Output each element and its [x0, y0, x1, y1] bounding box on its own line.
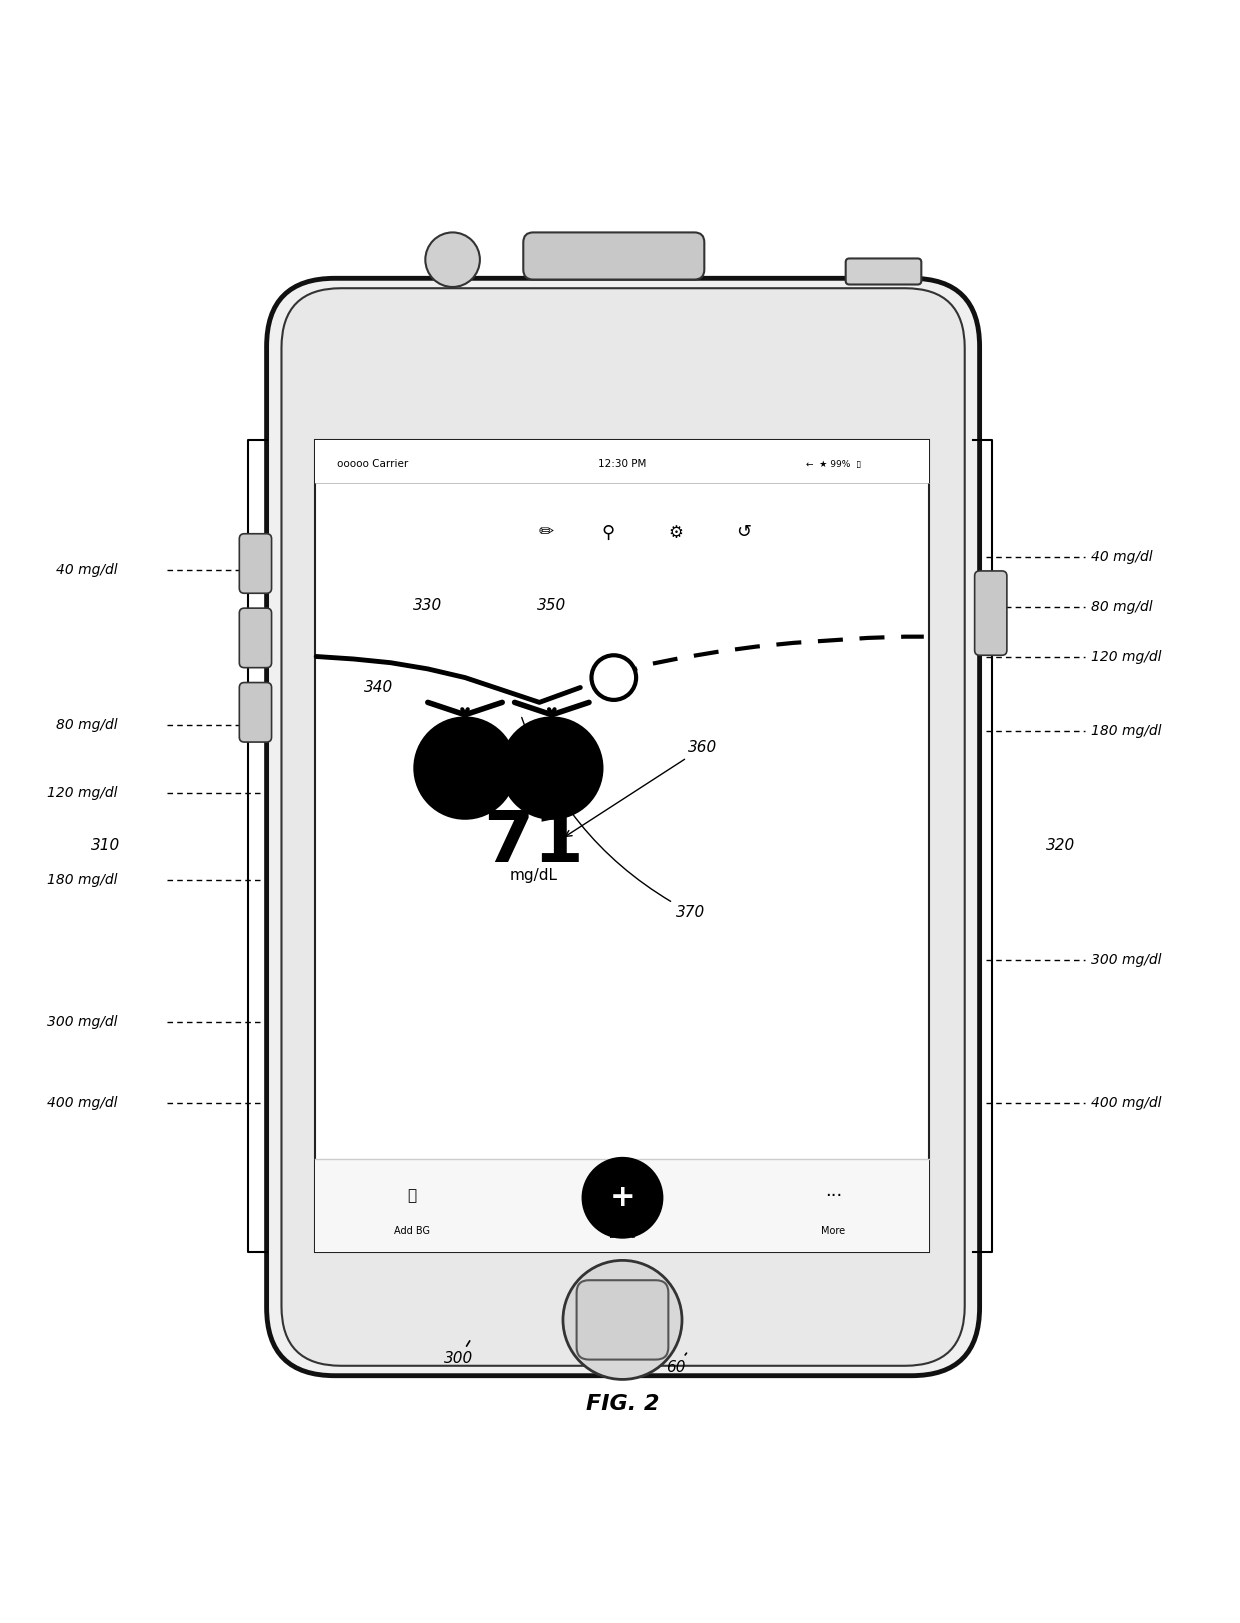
- Text: 350: 350: [537, 599, 567, 613]
- Text: mg/dL: mg/dL: [510, 868, 557, 883]
- FancyBboxPatch shape: [281, 289, 965, 1367]
- FancyBboxPatch shape: [846, 258, 921, 284]
- Text: 340: 340: [363, 680, 393, 695]
- Text: ⚲: ⚲: [601, 524, 614, 542]
- Text: ooooo Carrier: ooooo Carrier: [337, 459, 408, 469]
- FancyBboxPatch shape: [239, 609, 272, 667]
- Circle shape: [591, 656, 636, 700]
- Text: Add BG: Add BG: [393, 1227, 430, 1237]
- Text: 80 mg/dl: 80 mg/dl: [56, 717, 118, 732]
- Text: 300: 300: [444, 1341, 474, 1367]
- Text: 71: 71: [482, 808, 584, 876]
- Text: +: +: [610, 1183, 635, 1212]
- Text: 300 mg/dl: 300 mg/dl: [47, 1016, 118, 1029]
- Text: 12:30 PM: 12:30 PM: [598, 459, 647, 469]
- FancyBboxPatch shape: [523, 232, 704, 279]
- FancyBboxPatch shape: [315, 440, 929, 484]
- FancyBboxPatch shape: [315, 440, 929, 1251]
- FancyBboxPatch shape: [267, 278, 980, 1376]
- Text: More: More: [821, 1227, 846, 1237]
- FancyBboxPatch shape: [239, 683, 272, 742]
- Text: ···: ···: [825, 1186, 842, 1204]
- Text: 120 mg/dl: 120 mg/dl: [47, 786, 118, 800]
- Circle shape: [415, 719, 515, 818]
- Text: FIG. 2: FIG. 2: [585, 1394, 660, 1414]
- FancyBboxPatch shape: [975, 571, 1007, 656]
- Text: ↺: ↺: [737, 524, 751, 542]
- Text: 180 mg/dl: 180 mg/dl: [1091, 724, 1162, 738]
- FancyBboxPatch shape: [577, 1281, 668, 1360]
- FancyBboxPatch shape: [315, 1159, 929, 1251]
- Text: 180 mg/dl: 180 mg/dl: [47, 873, 118, 886]
- Text: 360: 360: [565, 740, 718, 836]
- Text: ✏: ✏: [538, 524, 553, 542]
- Text: 370: 370: [522, 717, 706, 920]
- FancyBboxPatch shape: [239, 534, 272, 594]
- Text: 💊: 💊: [407, 1188, 417, 1203]
- Text: 40 mg/dl: 40 mg/dl: [56, 563, 118, 576]
- Circle shape: [563, 1261, 682, 1380]
- Text: ←  ★ 99%  ▯: ← ★ 99% ▯: [806, 459, 861, 469]
- Circle shape: [582, 1157, 663, 1238]
- Text: Bolus: Bolus: [609, 1230, 636, 1240]
- Circle shape: [425, 232, 480, 287]
- Text: 80 mg/dl: 80 mg/dl: [1091, 601, 1153, 613]
- Text: 320: 320: [1045, 837, 1075, 854]
- Text: 300 mg/dl: 300 mg/dl: [1091, 953, 1162, 967]
- Text: 120 mg/dl: 120 mg/dl: [1091, 649, 1162, 664]
- Text: 400 mg/dl: 400 mg/dl: [1091, 1096, 1162, 1110]
- Text: 330: 330: [413, 599, 443, 613]
- Text: 310: 310: [91, 837, 120, 854]
- Text: 400 mg/dl: 400 mg/dl: [47, 1096, 118, 1110]
- Text: 40 mg/dl: 40 mg/dl: [1091, 550, 1153, 565]
- Text: ⚙: ⚙: [668, 524, 683, 542]
- Circle shape: [502, 719, 601, 818]
- Text: 60: 60: [666, 1354, 687, 1375]
